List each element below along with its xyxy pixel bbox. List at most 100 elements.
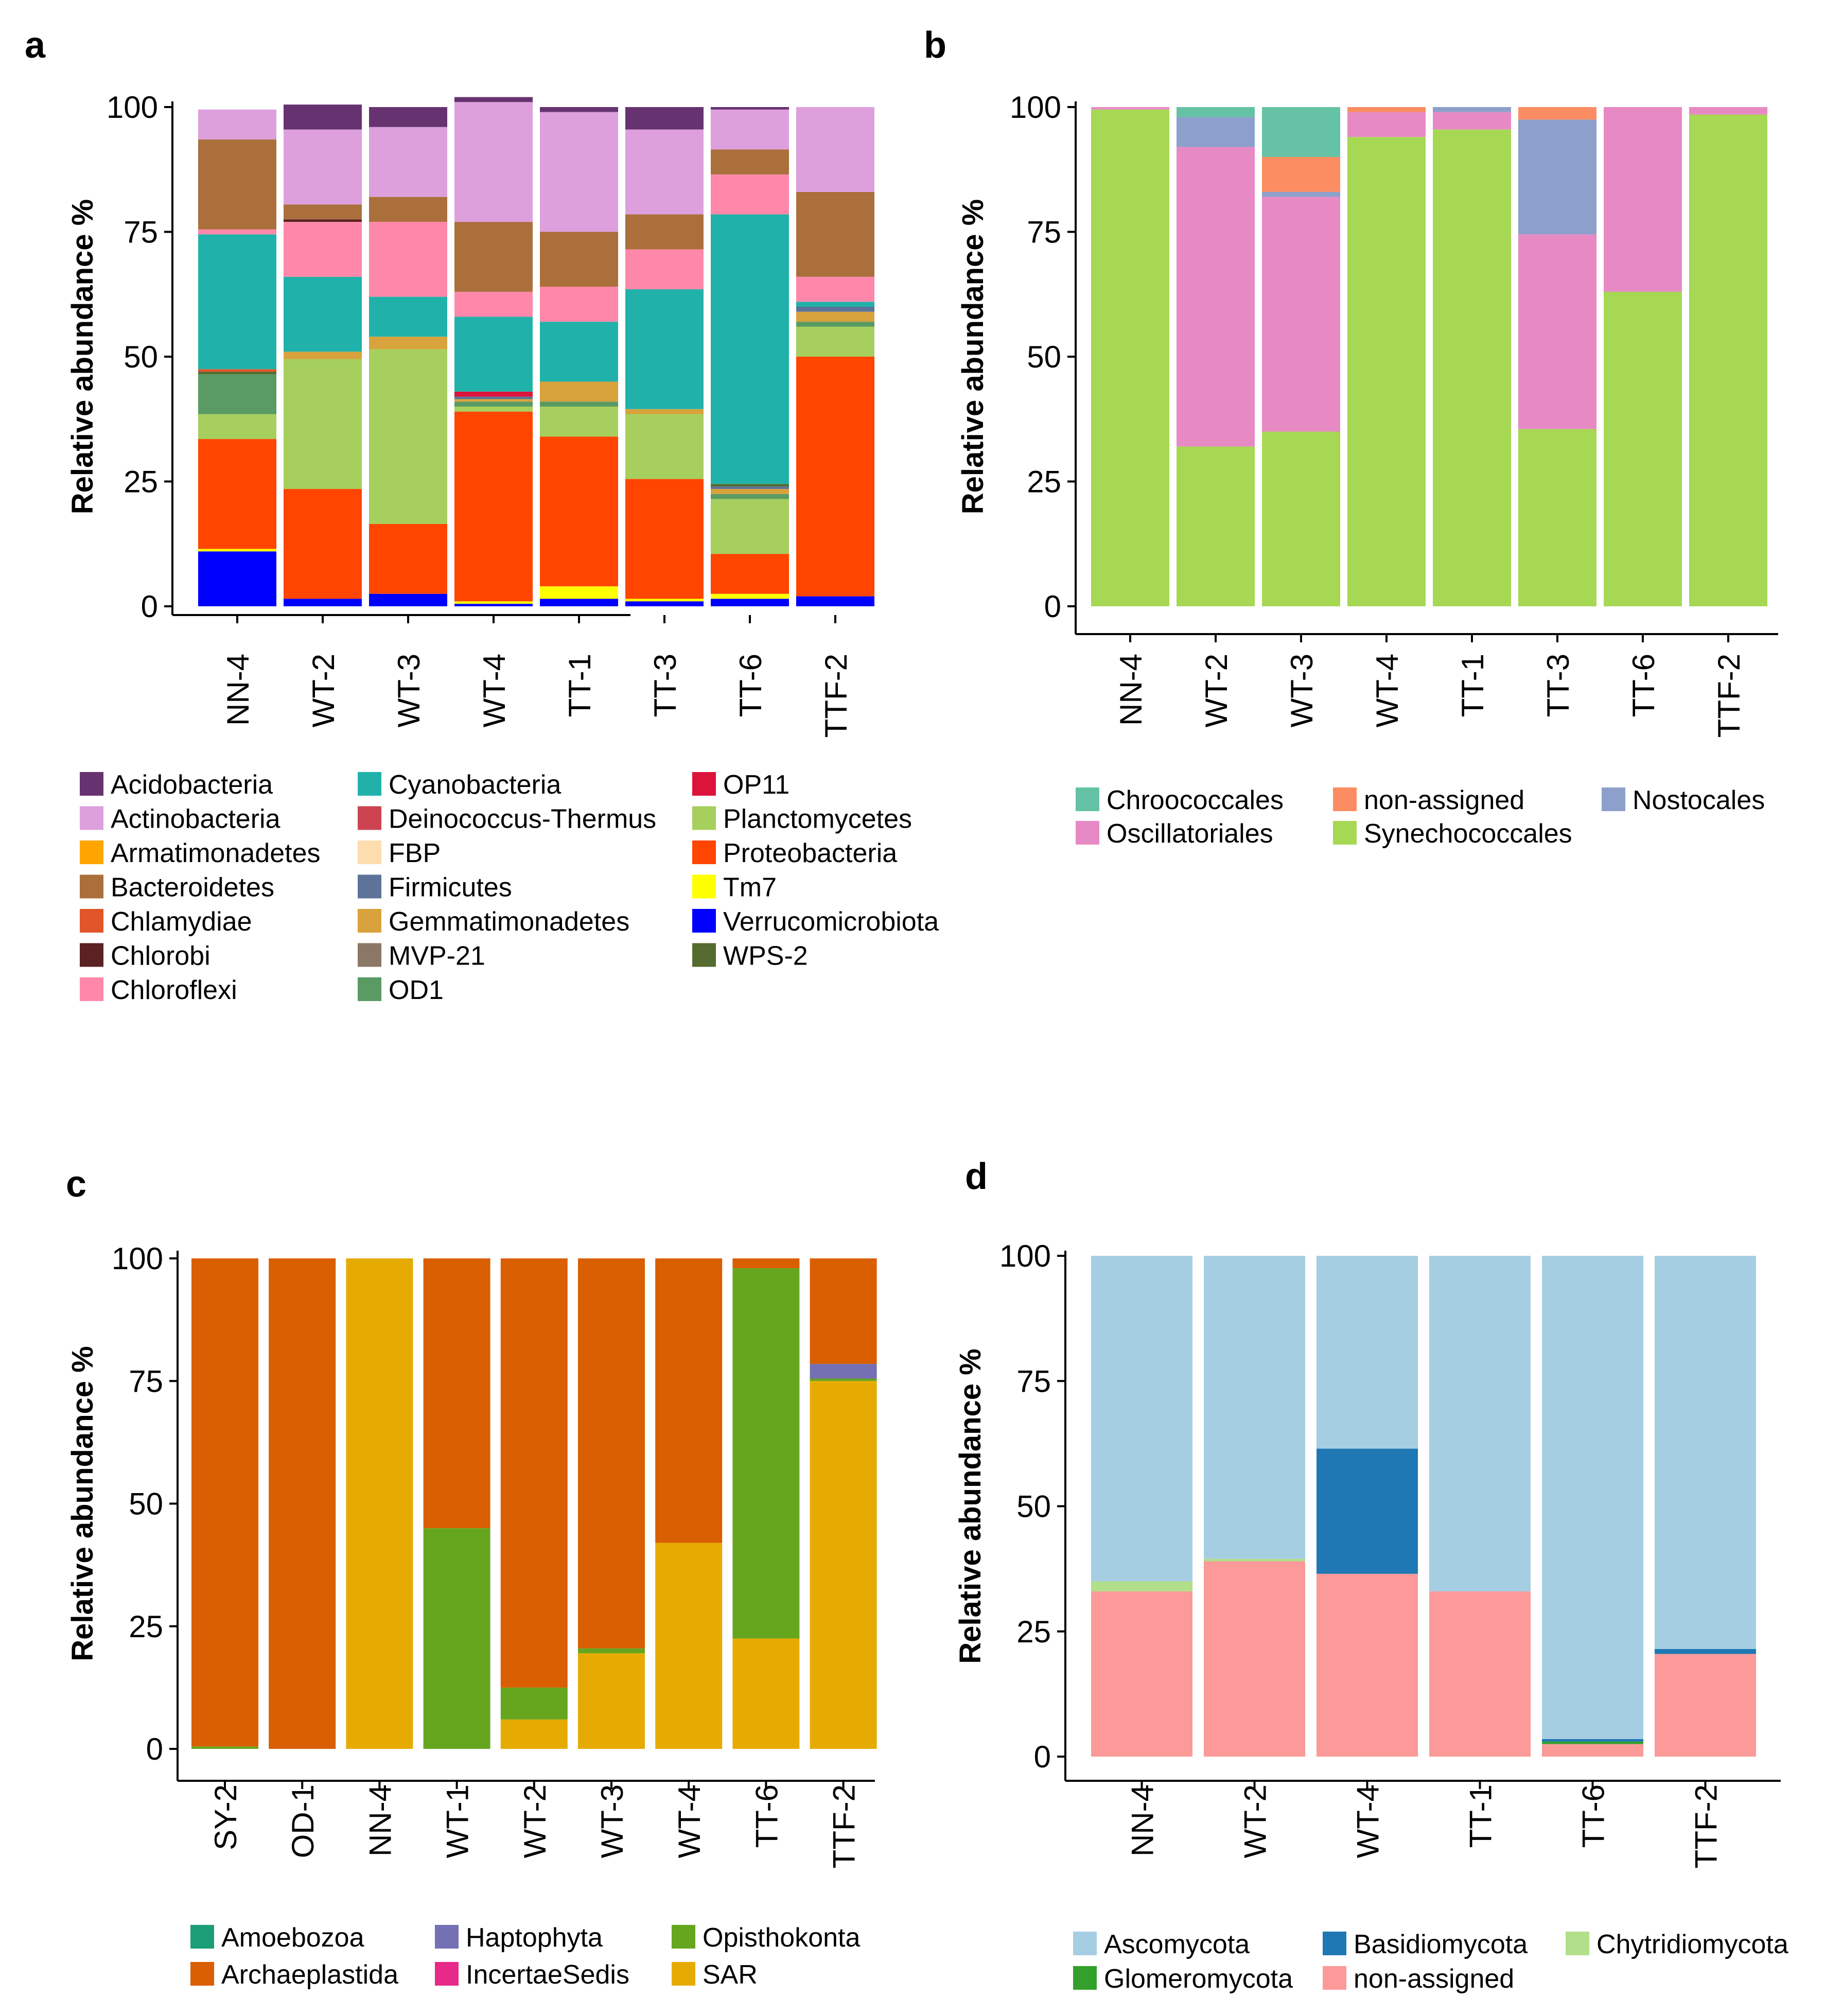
bar-segment-gemmatimonadetes (796, 311, 874, 322)
legend-swatch (358, 874, 381, 899)
y-axis-label: Relative abundance % (956, 199, 990, 514)
legend-label: OP11 (723, 770, 789, 800)
legend-swatch (1333, 821, 1357, 845)
legend-item: Bacteroidetes (80, 873, 274, 903)
bar-segment-synechococcales (1091, 109, 1169, 607)
legend-label: Acidobacteria (111, 770, 273, 800)
legend-swatch (1333, 787, 1357, 811)
bar-segment-planctomycetes (454, 407, 533, 412)
legend-label: Chlamydiae (111, 907, 252, 937)
bar-segment-acidobacteria (454, 97, 533, 102)
legend-item: Glomeromycota (1073, 1964, 1293, 1994)
bar-segment-synechococcales (1177, 446, 1255, 606)
bar-segment-bacteroidetes (284, 204, 362, 220)
bar-segment-chloroflexi (796, 276, 874, 302)
y-tick-label: 25 (1027, 465, 1061, 499)
bar-segment-bacteroidetes (198, 139, 276, 230)
bar-segment-firmicutes (796, 307, 874, 312)
legend-swatch (1602, 787, 1625, 811)
legend-item: Armatimonadetes (80, 838, 321, 868)
x-tick-label: WT-3 (392, 654, 426, 727)
x-tick-label: WT-4 (477, 654, 512, 727)
y-tick-label: 0 (141, 589, 158, 624)
bar-segment-archaeplastida (423, 1258, 490, 1529)
bar-segment-opisthokonta (423, 1528, 490, 1749)
panel-b: b Relative abundance % 0 25 50 75 100 NN-4 WT-2 W… (924, 25, 1778, 849)
y-tick-label: 100 (112, 1241, 163, 1276)
legend-item: Nostocales (1602, 785, 1765, 815)
bar-segment-gemmatimonadetes (625, 409, 704, 414)
bar-segment-verrucomicrobiota (454, 604, 533, 606)
bar-segment-cyanobacteria (796, 302, 874, 307)
bar-segment-archaeplastida (500, 1258, 568, 1688)
legend-label: Cyanobacteria (389, 770, 561, 800)
x-tick-label: WT-2 (306, 654, 341, 727)
legend-item: OD1 (358, 975, 444, 1005)
bar-segment-cyanobacteria (284, 276, 362, 352)
legend-item: Acidobacteria (80, 770, 273, 800)
legend-item: Cyanobacteria (358, 770, 561, 800)
bar-segment-ascomycota (1429, 1256, 1531, 1591)
bar-segment-proteobacteria (540, 436, 618, 587)
legend-item: WPS-2 (692, 941, 808, 971)
bar-segment-bacteroidetes (796, 191, 874, 277)
bar-segment-verrucomicrobiota (198, 551, 276, 606)
legend-label: IncertaeSedis (466, 1960, 629, 1990)
x-tick-label: NN-4 (363, 1784, 397, 1856)
y-tick-label: 0 (1044, 589, 1061, 624)
legend-label: Ascomycota (1104, 1930, 1250, 1959)
legend-swatch (692, 772, 716, 796)
bar-segment-actinobacteria (711, 109, 789, 150)
legend-item: non-assigned (1333, 785, 1524, 815)
x-tick-label: TT-1 (1455, 654, 1490, 717)
x-tick-label: TTF-2 (819, 654, 853, 738)
y-tick-label: 75 (1016, 1364, 1051, 1398)
bar-segment-bacteroidetes (711, 149, 789, 174)
legend-swatch (80, 943, 103, 967)
bar-segment-gemmatimonadetes (284, 352, 362, 359)
legend-swatch (80, 977, 103, 1001)
legend-item: OP11 (692, 770, 789, 800)
y-tick-label: 75 (124, 215, 158, 250)
x-tick-label: TT-6 (749, 1784, 784, 1848)
y-tick-label: 75 (1027, 215, 1061, 250)
bar-segment-nostocales (1433, 107, 1511, 112)
legend-swatch (672, 1962, 695, 1986)
y-tick-label: 25 (1016, 1615, 1051, 1649)
bar-segment-archaeplastida (269, 1258, 336, 1749)
bar-segment-opisthokonta (500, 1687, 568, 1720)
y-tick-label: 0 (146, 1732, 163, 1766)
bar-segment-synechococcales (1262, 431, 1340, 606)
legend-label: FBP (389, 838, 441, 868)
bar-segment-non-assigned (1347, 107, 1426, 112)
legend-item: Deinococcus-Thermus (358, 804, 656, 834)
legend-swatch (692, 874, 716, 899)
legend-label: non-assigned (1364, 785, 1524, 815)
bar-segment-actinobacteria (284, 129, 362, 205)
legend-item: Gemmatimonadetes (358, 907, 629, 937)
bar-segment-proteobacteria (369, 523, 447, 594)
bar-segment-proteobacteria (796, 357, 874, 597)
bar-segment-tm7 (625, 599, 704, 602)
legend-item: SAR (672, 1960, 758, 1990)
bar-segment-planctomycetes (540, 407, 618, 437)
bar-segment-ascomycota (1317, 1256, 1418, 1449)
bar-segment-chloroflexi (198, 229, 276, 235)
bar-segment-sar (346, 1258, 413, 1749)
legend-swatch (80, 806, 103, 830)
bar-segment-non-assigned (1655, 1654, 1756, 1757)
legend-swatch (1073, 1966, 1097, 1990)
bar-segment-wps-2 (711, 484, 789, 487)
bar-segment-od1 (540, 401, 618, 407)
bar-segment-chytridiomycota (1091, 1581, 1192, 1591)
x-tick-label: TT-3 (648, 654, 682, 717)
bar-segment-actinobacteria (625, 129, 704, 215)
bar-segment-cyanobacteria (711, 214, 789, 484)
legend-item: Actinobacteria (80, 804, 280, 834)
bar-segment-nostocales (1177, 117, 1255, 147)
bar-segment-planctomycetes (625, 414, 704, 479)
y-tick-label: 50 (1027, 340, 1061, 374)
bar-segment-tm7 (540, 586, 618, 599)
legend-swatch (435, 1962, 459, 1986)
y-axis-label: Relative abundance % (954, 1348, 987, 1663)
